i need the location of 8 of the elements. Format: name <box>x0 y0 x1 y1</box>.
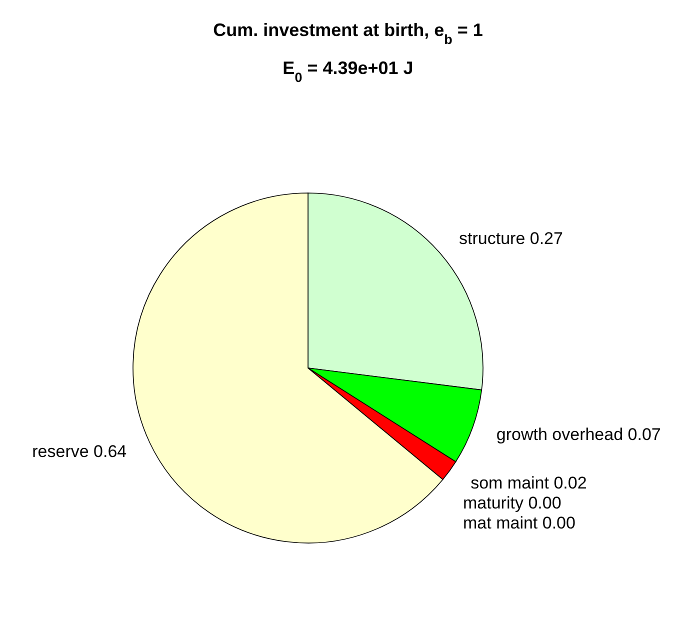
slice-label: growth overhead 0.07 <box>496 424 661 444</box>
category-label: mat maint 0.00 <box>463 514 576 533</box>
slice-label: structure 0.27 <box>459 228 563 248</box>
slice-label: som maint 0.02 <box>470 474 587 493</box>
chart-subtitle: E$_{0}$ = 4.39e+01 J <box>282 58 414 84</box>
slice-label: reserve 0.64 <box>32 442 127 461</box>
category-label: maturity 0.00 <box>463 494 562 513</box>
chart-title: Cum. investment at birth, e$_{b}$ = 1 <box>213 20 483 46</box>
